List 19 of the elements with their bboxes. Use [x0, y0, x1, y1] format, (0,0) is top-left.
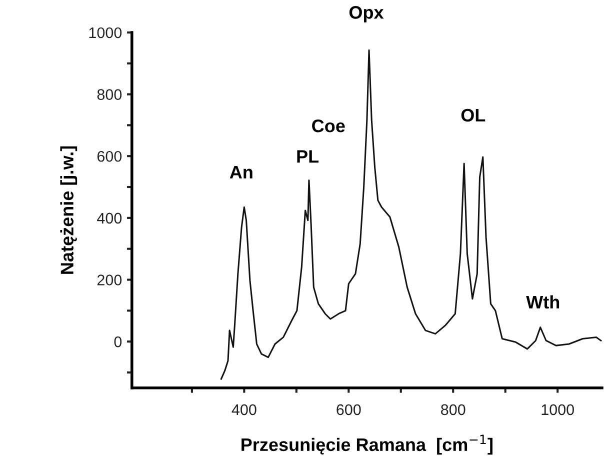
y-tick-label: 200	[97, 274, 122, 286]
y-tick-label: 0	[114, 336, 122, 348]
annotation: Coe	[312, 119, 345, 132]
x-tick-label: 1000	[542, 404, 574, 416]
y-tick-label: 800	[97, 89, 122, 100]
x-tick-label: 600	[336, 404, 361, 416]
y-tick-label: 400	[97, 212, 122, 224]
x-axis-title: Przesunięcie Ramana [cm$^{−1}$]	[242, 434, 492, 455]
y-tick-label: 600	[97, 150, 122, 162]
annotation: OL	[461, 108, 486, 122]
line-series	[220, 49, 602, 380]
x-tick-label: 800	[441, 404, 466, 416]
x-tick-label: 400	[232, 404, 256, 416]
y-tick-label: 1000	[89, 27, 122, 38]
annotation: Opx	[349, 6, 384, 22]
annotation: An	[230, 166, 252, 178]
annotation: PL	[297, 150, 319, 163]
annotation: Wth	[526, 295, 560, 309]
y-axis-title: Natężenie [j.w.]	[60, 146, 78, 274]
